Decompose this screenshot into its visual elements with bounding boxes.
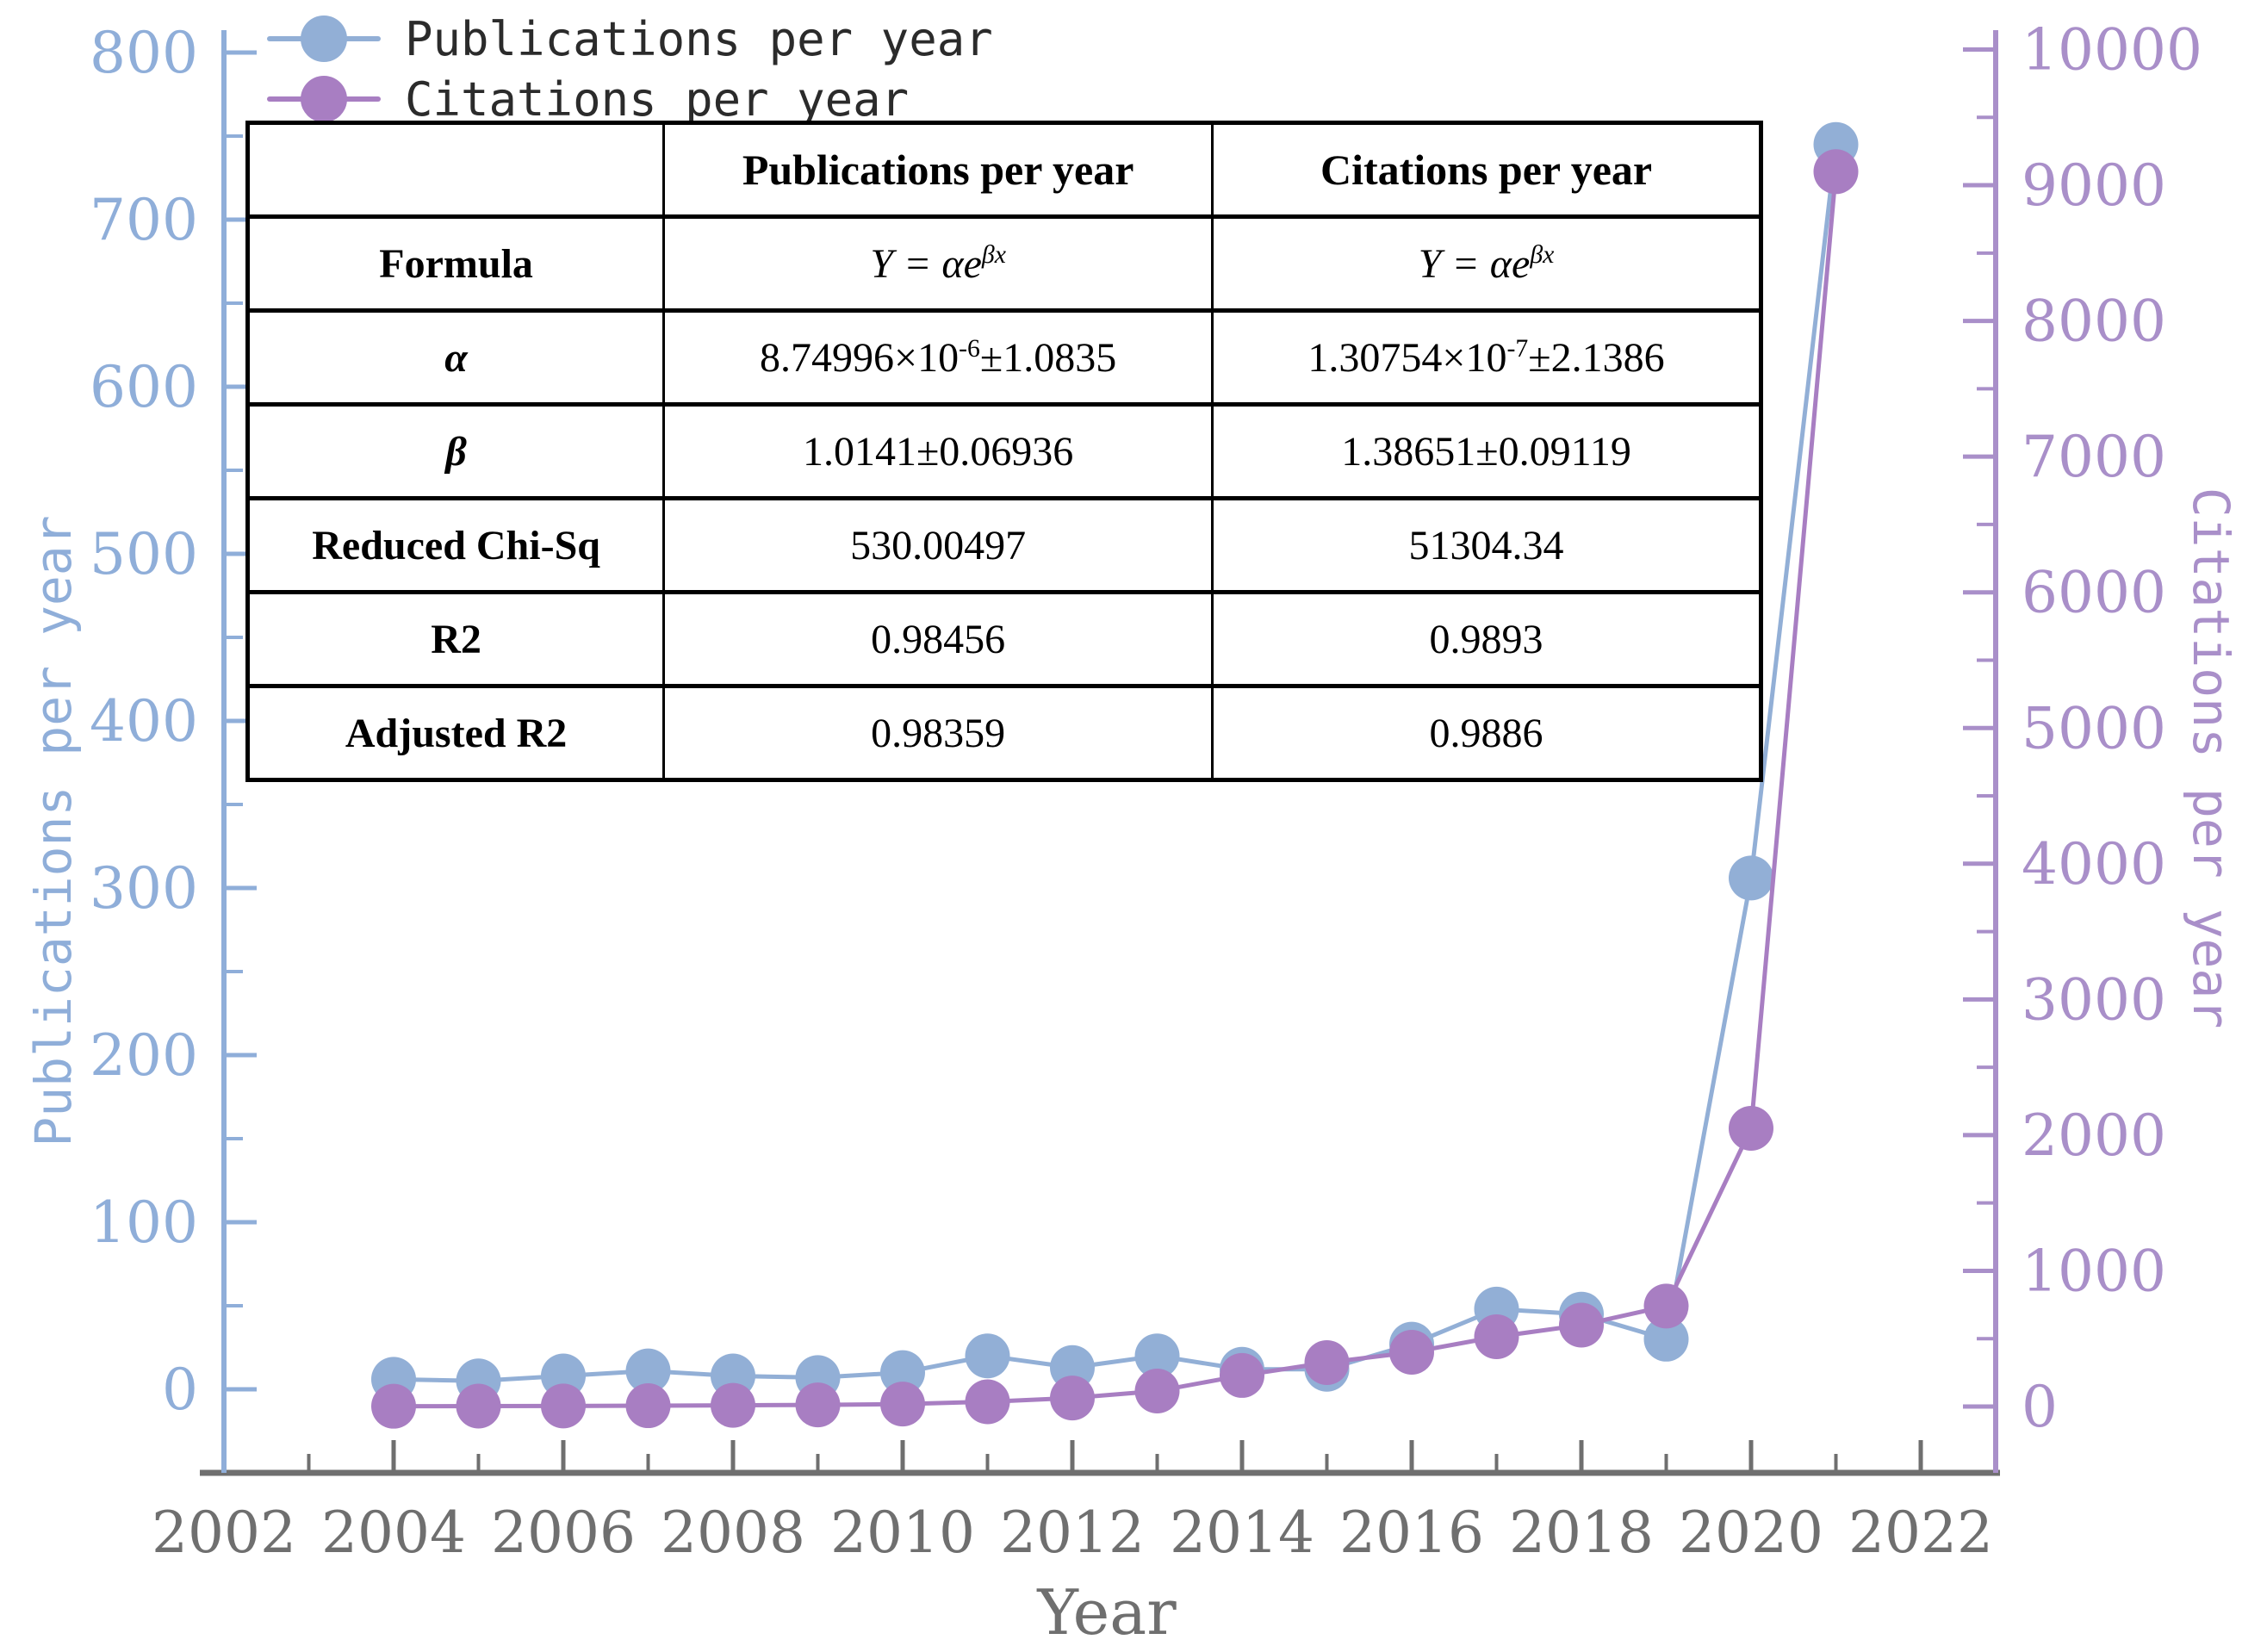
x-tick-label: 2022 — [1848, 1500, 1993, 1566]
right-axis-title: Citations per year — [2182, 487, 2240, 1029]
right-tick-label: 5000 — [2022, 695, 2166, 761]
table-row-r2: R2 0.98456 0.9893 — [245, 590, 1762, 688]
left-axis-title: Publications per year — [24, 515, 83, 1147]
adjusted-r2-publications: 0.98359 — [662, 684, 1214, 782]
data-point-marker — [1729, 1106, 1773, 1152]
table-row-chisq: Reduced Chi-Sq 530.00497 51304.34 — [245, 496, 1762, 594]
formula-citations: Y = αeβx — [1211, 214, 1762, 313]
left-tick-label: 0 — [162, 1357, 198, 1423]
data-point-marker — [456, 1383, 501, 1429]
legend-label: Publications per year — [405, 11, 993, 66]
beta-citations: 1.38651±0.09119 — [1211, 402, 1762, 500]
data-point-marker — [711, 1382, 755, 1428]
left-tick-label: 200 — [90, 1022, 198, 1089]
x-tick-label: 2018 — [1509, 1500, 1654, 1566]
left-tick-label: 700 — [90, 187, 198, 253]
right-tick-label: 1000 — [2022, 1238, 2166, 1304]
citations-series — [371, 149, 1859, 1429]
data-point-marker — [625, 1348, 671, 1394]
data-point-marker — [1220, 1352, 1264, 1398]
data-point-marker — [1389, 1329, 1434, 1375]
row-label: β — [245, 402, 666, 500]
data-point-marker — [1643, 1283, 1689, 1329]
table-row-adjusted-r2: Adjusted R2 0.98359 0.9886 — [245, 684, 1762, 782]
row-label: Formula — [245, 214, 666, 313]
data-point-marker — [371, 1383, 416, 1429]
data-point-marker — [1813, 149, 1859, 195]
left-tick-label: 500 — [90, 521, 198, 587]
data-point-marker — [1134, 1333, 1180, 1379]
r2-citations: 0.9893 — [1211, 590, 1762, 688]
left-tick-label: 800 — [90, 20, 198, 86]
left-tick-label: 300 — [90, 855, 198, 922]
left-tick-label: 100 — [90, 1189, 198, 1256]
data-point-marker — [625, 1383, 671, 1429]
data-point-marker — [1304, 1339, 1350, 1385]
row-label: α — [245, 308, 666, 407]
right-tick-label: 7000 — [2022, 424, 2166, 490]
x-tick-label: 2010 — [830, 1500, 975, 1566]
legend-label: Citations per year — [405, 71, 910, 127]
data-point-marker — [1643, 1316, 1689, 1362]
right-tick-label: 10000 — [2022, 17, 2202, 84]
x-axis-title: Year — [1037, 1576, 1177, 1649]
data-point-marker — [1474, 1314, 1519, 1360]
alpha-citations: 1.30754×10-7±2.1386 — [1211, 308, 1762, 407]
beta-publications: 1.0141±0.06936 — [662, 402, 1214, 500]
table-header-citations: Citations per year — [1211, 121, 1762, 219]
fit-statistics-table: Publications per year Citations per year… — [245, 121, 1763, 782]
x-tick-label: 2004 — [321, 1500, 466, 1566]
row-label: Adjusted R2 — [245, 684, 666, 782]
table-header-publications: Publications per year — [662, 121, 1214, 219]
data-point-marker — [965, 1379, 1010, 1425]
x-tick-label: 2014 — [1170, 1500, 1314, 1566]
data-point-marker — [1729, 855, 1773, 901]
data-point-marker — [1134, 1369, 1180, 1414]
right-tick-label: 2000 — [2022, 1102, 2166, 1169]
r2-publications: 0.98456 — [662, 590, 1214, 688]
right-tick-label: 0 — [2022, 1374, 2058, 1440]
publications-legend-marker-icon — [267, 16, 381, 62]
citations-legend-marker-icon — [267, 76, 381, 122]
x-tick-label: 2002 — [152, 1500, 296, 1566]
left-axis: 0 100 200 300 400 500 600 700 800 — [90, 20, 257, 1473]
row-label: R2 — [245, 590, 666, 688]
data-point-marker — [1559, 1302, 1604, 1348]
left-tick-label: 400 — [90, 688, 198, 755]
x-tick-label: 2008 — [661, 1500, 805, 1566]
data-point-marker — [1050, 1376, 1095, 1421]
table-corner-cell — [245, 121, 666, 219]
data-point-marker — [795, 1382, 841, 1428]
x-tick-label: 2016 — [1339, 1500, 1484, 1566]
data-point-marker — [880, 1382, 925, 1427]
data-point-marker — [880, 1350, 925, 1395]
x-tick-label: 2006 — [491, 1500, 636, 1566]
table-row-formula: Formula Y = αeβx Y = αeβx — [245, 214, 1762, 313]
right-tick-label: 9000 — [2022, 152, 2166, 219]
right-tick-label: 6000 — [2022, 560, 2166, 626]
row-label: Reduced Chi-Sq — [245, 496, 666, 594]
x-tick-label: 2020 — [1679, 1500, 1823, 1566]
alpha-publications: 8.74996×10-6±1.0835 — [662, 308, 1214, 407]
legend-item-citations: Citations per year — [267, 71, 993, 127]
data-point-marker — [541, 1383, 586, 1429]
right-tick-label: 4000 — [2022, 831, 2166, 897]
x-axis: 2002 2004 2006 2008 2010 2012 2014 2016 2018 2020… — [152, 1440, 2000, 1566]
right-tick-label: 3000 — [2022, 966, 2166, 1033]
x-tick-label: 2012 — [1000, 1500, 1145, 1566]
legend-item-publications: Publications per year — [267, 11, 993, 66]
left-tick-label: 600 — [90, 354, 198, 420]
right-tick-label: 8000 — [2022, 289, 2166, 355]
table-row-beta: β 1.0141±0.06936 1.38651±0.09119 — [245, 402, 1762, 500]
formula-publications: Y = αeβx — [662, 214, 1214, 313]
adjusted-r2-citations: 0.9886 — [1211, 684, 1762, 782]
chisq-citations: 51304.34 — [1211, 496, 1762, 594]
data-point-marker — [965, 1333, 1010, 1379]
table-header-row: Publications per year Citations per year — [245, 121, 1762, 219]
table-row-alpha: α 8.74996×10-6±1.0835 1.30754×10-7±2.138… — [245, 308, 1762, 407]
legend: Publications per year Citations per year — [267, 11, 993, 127]
right-axis: 0 1000 2000 3000 4000 5000 6000 7000 8000 9000 100… — [1963, 17, 2202, 1473]
chisq-publications: 530.00497 — [662, 496, 1214, 594]
